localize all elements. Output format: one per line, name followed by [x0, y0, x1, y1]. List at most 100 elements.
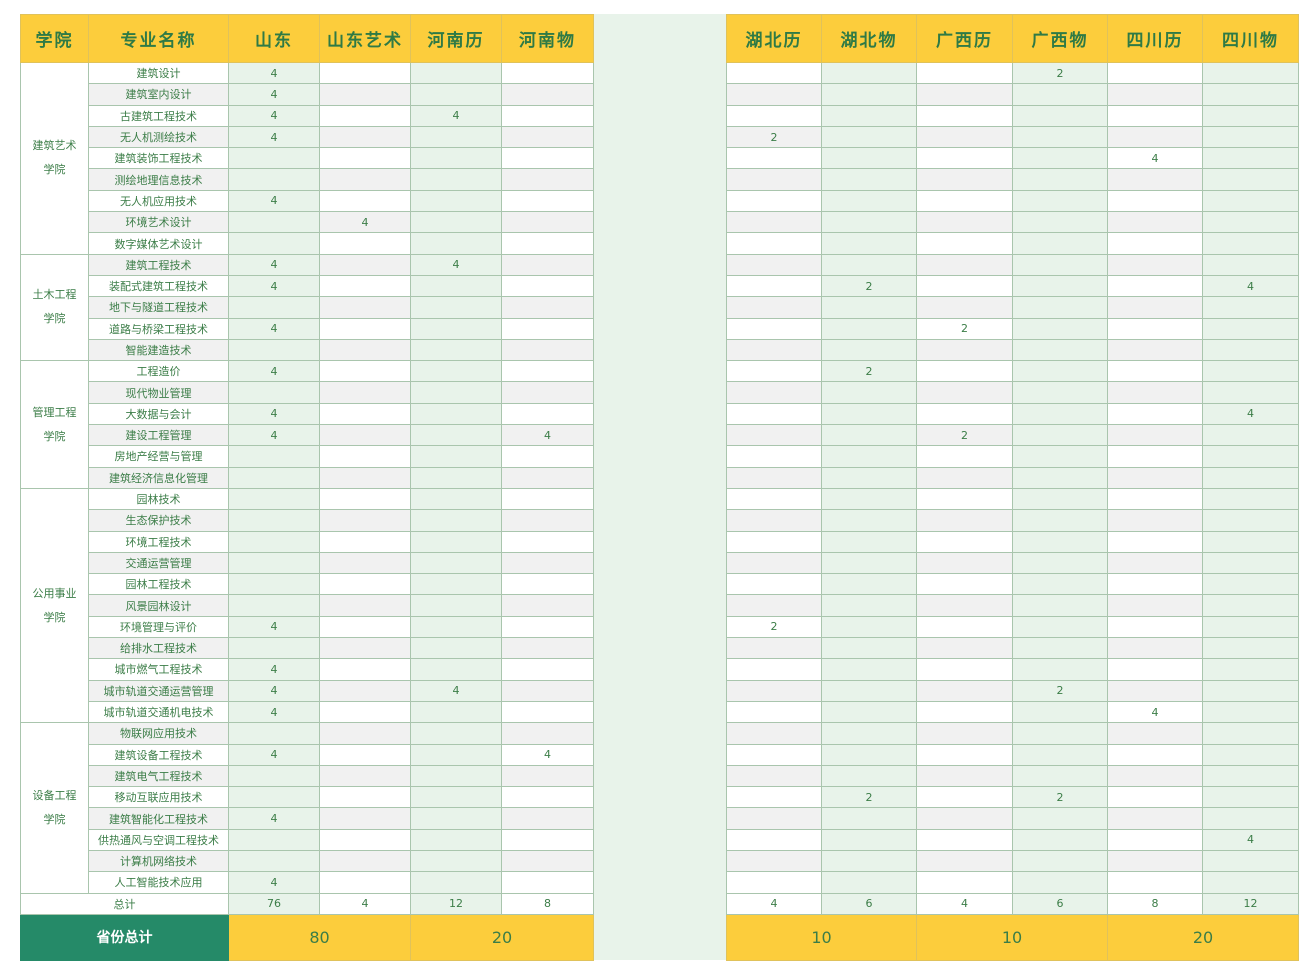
quota-cell	[1202, 530, 1299, 553]
table-row: 测绘地理信息技术	[21, 168, 594, 191]
major-name: 装配式建筑工程技术	[88, 274, 229, 298]
quota-cell	[916, 274, 1013, 298]
column-header: 湖北物	[821, 14, 917, 63]
quota-cell	[501, 615, 594, 639]
table-row: 给排水工程技术	[21, 637, 594, 660]
quota-cell	[1202, 125, 1299, 149]
table-row: 4	[726, 147, 1299, 170]
major-name: 大数据与会计	[88, 402, 229, 426]
table-row	[726, 573, 1299, 596]
table-row: 古建筑工程技术 4 4	[21, 104, 594, 127]
quota-cell	[821, 871, 917, 894]
quota-cell	[410, 274, 502, 298]
quota-cell	[228, 573, 320, 596]
quota-cell	[1012, 147, 1108, 170]
table-row: 设备工程 学院 物联网应用技术	[20, 722, 594, 894]
quota-cell	[821, 828, 917, 851]
quota-cell	[821, 317, 917, 340]
quota-cell	[1107, 743, 1203, 766]
column-header: 山东艺术	[319, 14, 411, 63]
quota-cell	[1012, 530, 1108, 553]
quota-cell	[410, 189, 502, 213]
quota-cell	[1107, 424, 1203, 447]
quota-cell	[228, 338, 320, 362]
total-cell: 4	[319, 892, 411, 915]
quota-cell	[916, 530, 1013, 553]
quota-cell	[501, 786, 594, 809]
table-row: 环境工程技术	[21, 530, 594, 553]
quota-cell	[726, 317, 822, 340]
quota-cell	[410, 147, 502, 170]
quota-cell	[821, 402, 917, 426]
quota-cell	[821, 189, 917, 213]
quota-cell	[726, 104, 822, 127]
quota-cell	[726, 849, 822, 873]
quota-cell	[726, 871, 822, 894]
quota-cell	[821, 168, 917, 191]
quota-cell	[319, 104, 411, 127]
quota-cell	[410, 168, 502, 191]
quota-cell	[916, 61, 1013, 85]
quota-cell	[726, 658, 822, 681]
table-row: 城市燃气工程技术 4	[21, 658, 594, 681]
quota-cell	[410, 402, 502, 426]
quota-cell	[916, 871, 1013, 894]
quota-cell	[319, 168, 411, 191]
quota-cell	[1202, 211, 1299, 234]
major-name: 建筑经济信息化管理	[88, 466, 229, 489]
quota-cell	[726, 786, 822, 809]
major-name: 建筑设计	[88, 61, 229, 85]
quota-cell	[501, 253, 594, 276]
quota-cell	[319, 871, 411, 894]
quota-cell	[1107, 615, 1203, 639]
quota-cell	[319, 637, 411, 660]
quota-cell	[228, 786, 320, 809]
total-cell: 12	[1202, 892, 1299, 915]
quota-cell	[821, 125, 917, 149]
major-name: 地下与隧道工程技术	[88, 296, 229, 319]
quota-cell	[1012, 424, 1108, 447]
major-name: 古建筑工程技术	[88, 104, 229, 127]
column-header: 山东	[228, 14, 320, 63]
quota-cell	[726, 296, 822, 319]
table-row: 4	[726, 700, 1299, 724]
quota-cell	[821, 615, 917, 639]
quota-cell	[228, 168, 320, 191]
table-row	[726, 807, 1299, 830]
major-name: 建筑工程技术	[88, 253, 229, 276]
quota-cell	[228, 147, 320, 170]
quota-cell	[821, 509, 917, 532]
quota-cell	[1107, 360, 1203, 383]
quota-cell	[1107, 807, 1203, 830]
quota-cell	[1012, 83, 1108, 106]
quota-cell	[1012, 594, 1108, 617]
quota-cell	[821, 530, 917, 553]
major-name: 给排水工程技术	[88, 637, 229, 660]
table-row: 城市轨道交通机电技术 4	[21, 700, 594, 724]
province-total-cell: 20	[410, 913, 594, 961]
quota-cell	[916, 487, 1013, 511]
quota-cell	[821, 658, 917, 681]
quota-cell	[1107, 871, 1203, 894]
quota-cell	[228, 211, 320, 234]
total-cell: 4	[726, 892, 822, 915]
province-totals-label: 省份总计	[20, 913, 229, 961]
table-row	[726, 211, 1299, 234]
quota-cell	[1107, 786, 1203, 809]
quota-cell	[1202, 637, 1299, 660]
quota-cell	[726, 338, 822, 362]
table-row: 装配式建筑工程技术 4	[21, 274, 594, 298]
quota-cell	[410, 828, 502, 851]
quota-cell	[410, 807, 502, 830]
quota-cell	[1107, 509, 1203, 532]
quota-cell: 4	[410, 679, 502, 702]
quota-cell	[1012, 658, 1108, 681]
quota-cell	[410, 786, 502, 809]
major-name: 建筑设备工程技术	[88, 743, 229, 766]
table-row	[726, 189, 1299, 213]
quota-cell	[1202, 338, 1299, 362]
quota-cell	[410, 722, 502, 745]
quota-cell	[319, 232, 411, 255]
quota-cell	[501, 509, 594, 532]
